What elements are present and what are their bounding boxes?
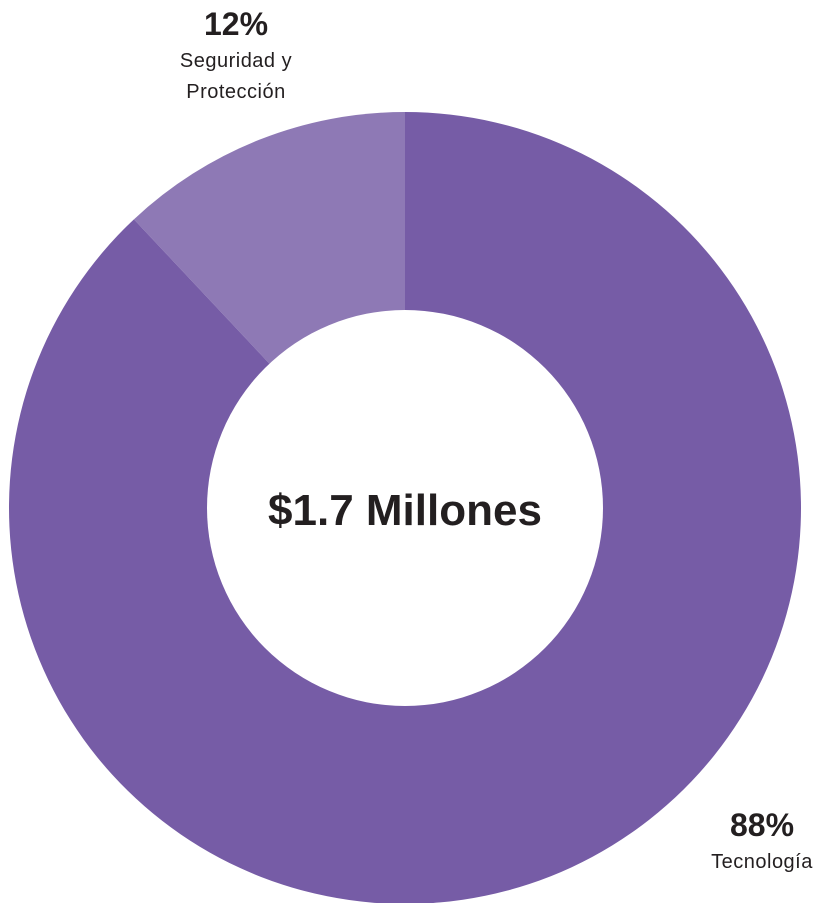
slice-category-label: Seguridad y: [180, 50, 292, 72]
slice-label-tecnologia: 88% Tecnología: [711, 807, 813, 873]
donut-hole: [207, 310, 603, 706]
center-total-label: $1.7 Millones: [268, 486, 542, 535]
slice-percent-label: 88%: [730, 807, 794, 843]
slice-percent-label: 12%: [204, 6, 268, 42]
slice-label-seguridad: 12% Seguridad y Protección: [180, 6, 292, 103]
slice-category-label: Protección: [186, 81, 286, 103]
slice-category-label: Tecnología: [711, 851, 813, 873]
